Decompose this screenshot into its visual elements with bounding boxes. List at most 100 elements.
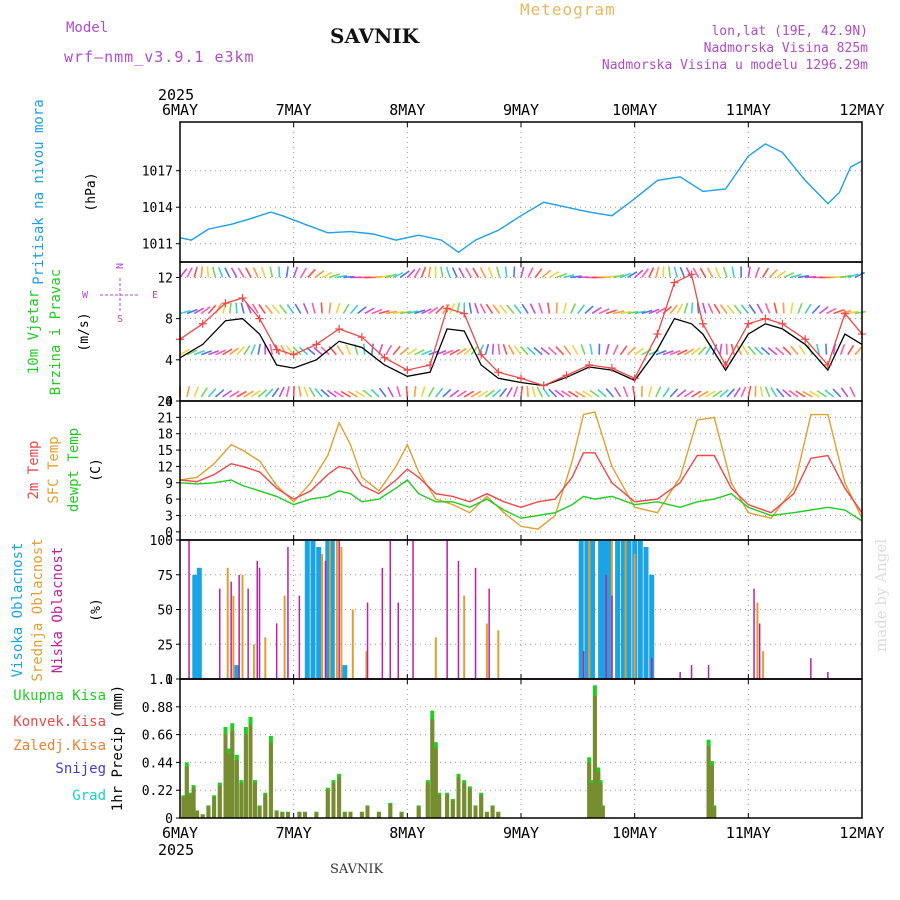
wind-barb <box>582 390 593 398</box>
wind-barb <box>445 266 451 278</box>
precip-conv-bar <box>226 754 231 818</box>
wind-barb <box>554 389 565 398</box>
wind-title-2: Brzina i Pravac <box>48 269 64 395</box>
wind-barb <box>683 390 694 398</box>
pressure-unit: (hPa) <box>84 172 99 211</box>
wind-barb <box>491 343 495 355</box>
wind-gust-marker <box>238 294 247 303</box>
wind-barb <box>299 346 309 356</box>
wind-gust-marker <box>517 374 525 383</box>
y-tick-label: 9 <box>165 477 173 492</box>
cloud-bar <box>578 540 584 679</box>
wind-barb <box>790 273 802 279</box>
wind-barb <box>502 343 508 355</box>
cloud-bar <box>457 560 460 679</box>
precip-conv-bar <box>191 787 196 818</box>
cloud-bar <box>238 574 240 680</box>
wind-barb <box>826 307 837 315</box>
wind-barb <box>676 303 684 314</box>
wind-barb <box>292 346 302 356</box>
wind-barb <box>731 266 735 278</box>
cloud-bar <box>397 602 399 679</box>
wind-barb <box>504 266 508 278</box>
wind-barb <box>719 304 728 314</box>
wind-barb <box>378 274 390 279</box>
wind-barb <box>584 305 594 315</box>
wind-barb <box>449 303 456 314</box>
wind-barb <box>193 266 198 278</box>
wind-barb <box>349 304 359 315</box>
wind-barb <box>243 345 251 356</box>
cloud-bar <box>287 547 289 679</box>
cloud-bar <box>188 540 190 679</box>
wind-barb <box>285 266 289 278</box>
wind-barb <box>463 390 475 398</box>
wind-barb <box>847 310 859 315</box>
wind-barb <box>527 267 534 278</box>
precip-conv-bar <box>303 812 307 818</box>
dewpt-line <box>179 479 863 522</box>
compass-west: W <box>82 290 89 301</box>
bottom-day-label: 6MAY <box>162 824 198 842</box>
wind-barb <box>825 343 828 355</box>
wind-gust-marker <box>539 381 548 390</box>
wind-barb <box>811 304 821 315</box>
cloud-bar <box>329 540 335 679</box>
wind-barb <box>208 349 219 356</box>
wind-barb <box>712 344 718 355</box>
wind-gust-marker <box>687 270 696 279</box>
wind-gust-marker <box>272 345 281 354</box>
cloud-bar <box>605 574 607 680</box>
cloud-bar <box>607 540 613 679</box>
wind-barb <box>673 266 679 278</box>
wind-barb <box>371 343 374 355</box>
wind-barb <box>606 309 617 315</box>
wind-gust-marker <box>289 350 298 359</box>
wind-barb <box>783 272 795 279</box>
wind-barb <box>775 388 785 398</box>
cloud-bar <box>196 567 202 679</box>
cloud-bar <box>412 540 414 679</box>
wind-barb <box>320 388 330 398</box>
precip-conv-bar <box>388 804 393 818</box>
wind-gust-marker <box>198 319 207 328</box>
precip-conv-bar <box>365 806 370 818</box>
cloud-bar <box>626 540 632 679</box>
wind-barb <box>775 346 785 356</box>
wind-barb <box>347 390 359 398</box>
wind-barb <box>420 386 426 398</box>
wind-barb <box>200 306 211 315</box>
wind-barb <box>392 345 401 356</box>
wind-barb <box>492 388 502 398</box>
precip-conv-bar <box>490 806 495 818</box>
wind-barb <box>392 271 404 279</box>
cloud-bar <box>310 540 316 679</box>
cloud-bar <box>649 574 655 680</box>
wind-barb <box>790 345 799 356</box>
wind-barb <box>236 390 247 398</box>
wind-barb <box>399 270 410 279</box>
wind-barb <box>496 266 501 278</box>
precip-legend-item: Snijeg <box>55 761 106 777</box>
wind-barb <box>547 302 551 314</box>
wind-barb <box>333 390 344 398</box>
precip-conv-bar <box>206 806 211 818</box>
precip-conv-bar <box>710 765 714 818</box>
cloud-bar <box>651 658 653 679</box>
compass-east: E <box>152 290 158 301</box>
y-tick-label: 25 <box>157 638 173 653</box>
station-title: SAVNIK <box>330 24 420 48</box>
wind-barb <box>782 346 792 356</box>
y-tick-label: 12 <box>157 271 173 286</box>
wind-barb <box>385 273 397 279</box>
wind-barb <box>690 302 694 314</box>
wind-barb <box>378 309 390 315</box>
y-tick-label: 1017 <box>142 165 173 180</box>
wind-barb <box>468 302 473 314</box>
compass-cross <box>100 278 140 312</box>
wind-unit: (m/s) <box>77 312 92 351</box>
cloud-bar <box>365 651 368 679</box>
cloud-bar <box>381 567 384 679</box>
wind-barb <box>849 386 856 398</box>
wind-barb <box>508 344 515 356</box>
